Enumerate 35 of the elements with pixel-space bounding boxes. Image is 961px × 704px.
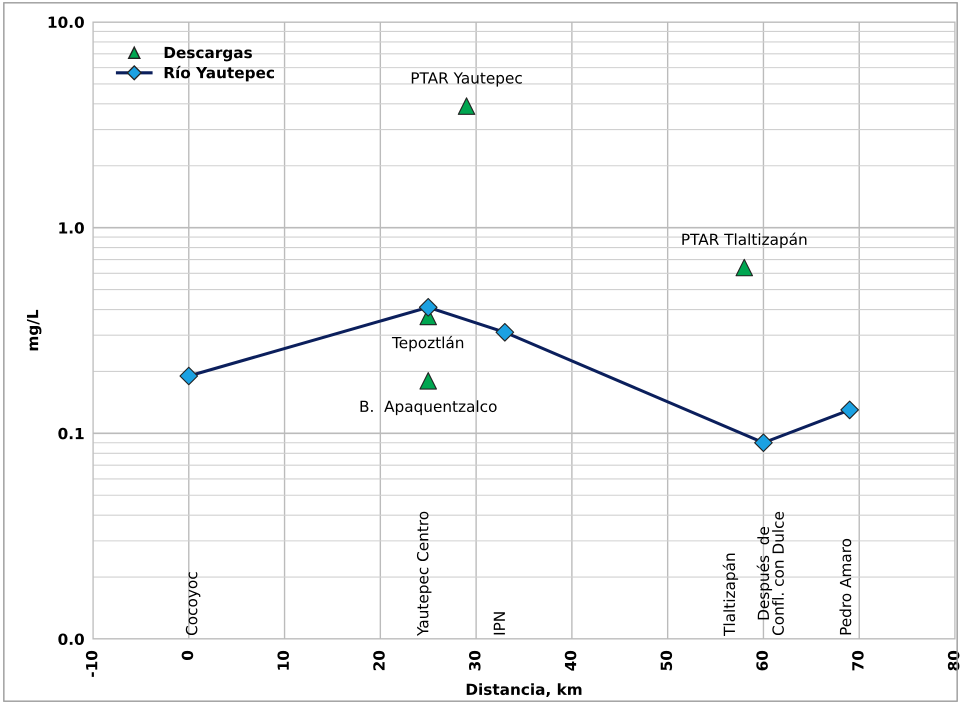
x-axis-title: Distancia, km <box>466 683 582 698</box>
annotation: Tepoztlán <box>392 336 464 352</box>
x-tick-label: 30 <box>468 650 481 670</box>
annotation: IPN <box>494 612 505 634</box>
x-tick-label: 50 <box>660 650 672 670</box>
x-tick-label: 70 <box>852 650 864 670</box>
x-tick-label: 60 <box>756 650 768 670</box>
y-tick-label: 0.0 <box>58 633 84 646</box>
annotation: PTAR Tlaltizapán <box>682 232 806 248</box>
legend-label: Río Yautepec <box>164 66 274 82</box>
annotation: Pedro Amaro <box>839 538 852 634</box>
point <box>419 372 437 390</box>
point <box>754 433 773 452</box>
annotation: PTAR Yautepec <box>412 72 522 87</box>
x-tick-label: -10 <box>86 650 98 677</box>
annotation: Yautepec Centro <box>416 512 432 636</box>
point <box>179 366 198 386</box>
y-tick-label: 1.0 <box>59 222 84 234</box>
y-tick-label: 10.0 <box>48 16 84 28</box>
legend-label: Descargas <box>164 46 252 62</box>
y-axis-title: mg/L <box>26 310 42 350</box>
point <box>418 298 438 317</box>
x-tick-label: 0 <box>182 650 194 660</box>
point <box>458 97 476 115</box>
y-tick-label: 0.1 <box>58 428 84 440</box>
point <box>736 258 754 276</box>
point <box>496 322 514 342</box>
point <box>840 400 859 420</box>
annotation: Tlaltizapán <box>722 554 738 636</box>
annotation: B. Apaquentzalco <box>360 400 497 416</box>
x-tick-label: 20 <box>373 650 385 670</box>
annotation: Después de Confl. con Dulce <box>756 512 784 636</box>
x-tick-label: 10 <box>277 650 289 670</box>
annotation: Cocoyoc <box>186 572 200 636</box>
x-tick-label: 40 <box>564 650 576 671</box>
